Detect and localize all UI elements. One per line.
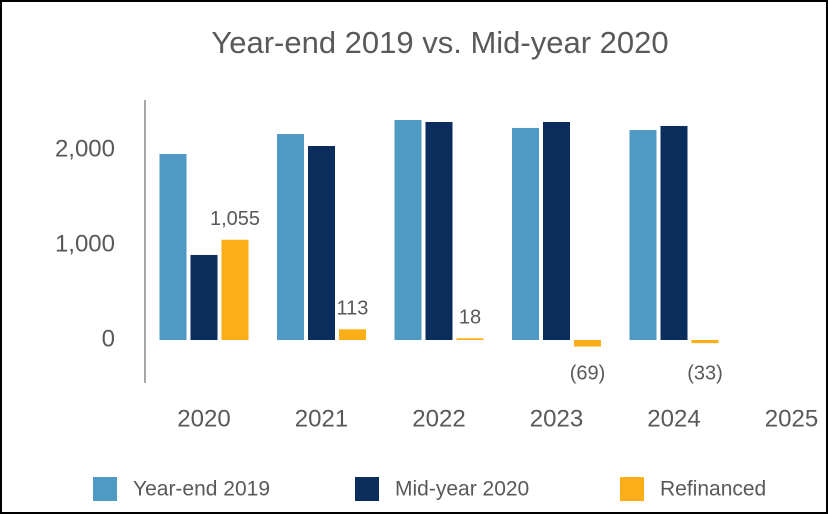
- data-label: 113: [337, 298, 369, 320]
- bar: [425, 121, 453, 340]
- legend-label: Year-end 2019: [133, 478, 270, 501]
- bar: [543, 121, 570, 340]
- bar: [691, 340, 719, 344]
- data-label: 1,055: [210, 208, 260, 230]
- data-label: (69): [570, 362, 606, 384]
- legend-label: Refinanced: [660, 478, 766, 501]
- bar: [629, 130, 657, 340]
- bar: [456, 338, 484, 340]
- legend-swatch: [355, 477, 379, 501]
- legend-swatch: [620, 477, 644, 501]
- x-tick-label: 2020: [177, 405, 230, 432]
- y-tick-label: 0: [102, 325, 115, 352]
- data-label: 18: [459, 307, 481, 329]
- bar: [308, 146, 335, 340]
- x-tick-label: 2022: [412, 405, 465, 432]
- y-tick-label: 1,000: [55, 230, 115, 257]
- bar: [394, 119, 422, 340]
- x-tick-label: 2023: [530, 405, 583, 432]
- x-tick-label: 2024: [647, 405, 700, 432]
- chart-title: Year-end 2019 vs. Mid-year 2020: [211, 25, 668, 60]
- legend-label: Mid-year 2020: [395, 478, 529, 501]
- bar: [159, 153, 187, 340]
- bar: [660, 125, 688, 340]
- legend-swatch: [93, 477, 117, 501]
- bar: [277, 134, 304, 340]
- bar: [574, 340, 601, 347]
- data-label: (33): [687, 362, 723, 384]
- y-tick-label: 2,000: [55, 135, 115, 162]
- x-tick-label: 2021: [295, 405, 348, 432]
- bar: [221, 239, 249, 340]
- bar: [339, 329, 366, 340]
- x-tick-label: 2025: [765, 405, 818, 432]
- bar: [190, 254, 218, 340]
- bar: [512, 127, 539, 341]
